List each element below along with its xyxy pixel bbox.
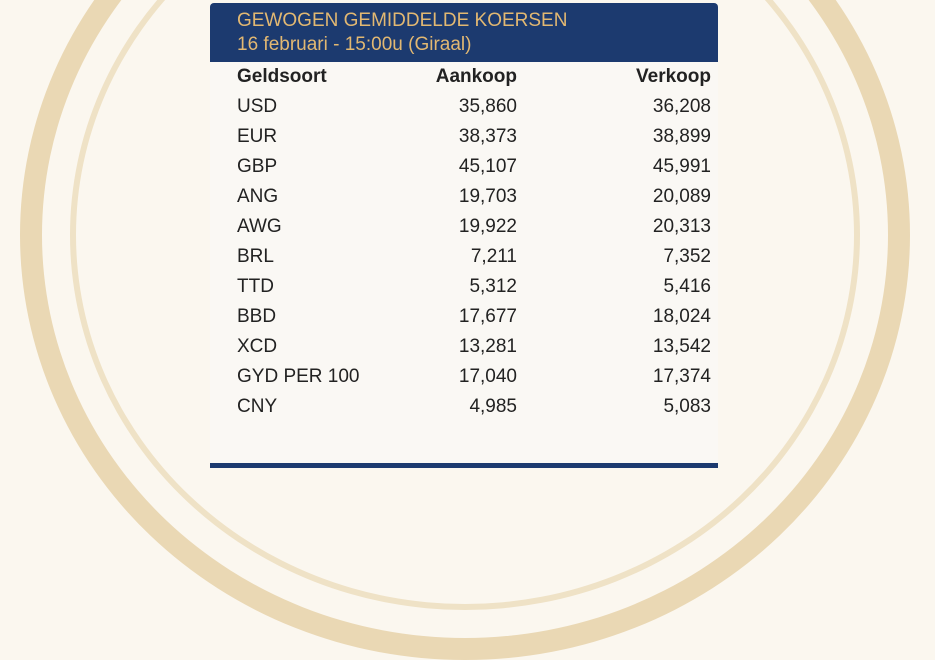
sell-cell: 20,313 bbox=[652, 216, 711, 237]
currency-cell: AWG bbox=[237, 216, 282, 237]
table-row: ANG 19,703 20,089 bbox=[237, 182, 711, 212]
table-row: EUR 38,373 38,899 bbox=[237, 122, 711, 152]
currency-cell: USD bbox=[237, 96, 278, 117]
table-row: BRL 7,211 7,352 bbox=[237, 242, 711, 272]
sell-cell: 5,083 bbox=[663, 396, 711, 417]
buy-cell: 5,312 bbox=[469, 276, 517, 297]
currency-cell: GBP bbox=[237, 156, 278, 177]
sell-cell: 20,089 bbox=[652, 186, 711, 207]
sell-cell: 18,024 bbox=[652, 306, 711, 327]
col-currency: Geldsoort bbox=[237, 66, 327, 87]
sell-cell: 13,542 bbox=[652, 336, 711, 357]
sell-cell: 45,991 bbox=[652, 156, 711, 177]
buy-cell: 35,860 bbox=[458, 96, 517, 117]
buy-cell: 7,211 bbox=[470, 246, 517, 267]
buy-cell: 19,703 bbox=[458, 186, 517, 207]
col-buy: Aankoop bbox=[435, 66, 517, 87]
rates-table: Geldsoort Aankoop Verkoop USD 35,860 36,20… bbox=[237, 62, 711, 422]
table-row: GBP 45,107 45,991 bbox=[237, 152, 711, 182]
table-row: AWG 19,922 20,313 bbox=[237, 212, 711, 242]
table-row: TTD 5,312 5,416 bbox=[237, 272, 711, 302]
currency-cell: ANG bbox=[237, 186, 279, 207]
buy-cell: 45,107 bbox=[458, 156, 517, 177]
currency-cell: EUR bbox=[237, 126, 278, 147]
currency-cell: BRL bbox=[237, 246, 274, 267]
exchange-rate-panel: GEWOGEN GEMIDDELDE KOERSEN 16 februari -… bbox=[210, 3, 718, 468]
buy-cell: 4,985 bbox=[469, 396, 517, 417]
sell-cell: 17,374 bbox=[652, 366, 711, 387]
table-header: Geldsoort Aankoop Verkoop bbox=[237, 62, 711, 92]
panel-subtitle: 16 februari - 15:00u (Giraal) bbox=[237, 34, 472, 55]
sell-cell: 38,899 bbox=[652, 126, 711, 147]
panel-header: GEWOGEN GEMIDDELDE KOERSEN 16 februari -… bbox=[210, 3, 718, 62]
currency-cell: BBD bbox=[237, 306, 277, 327]
buy-cell: 13,281 bbox=[458, 336, 517, 357]
currency-cell: XCD bbox=[237, 336, 278, 357]
table-row: XCD 13,281 13,542 bbox=[237, 332, 711, 362]
buy-cell: 19,922 bbox=[458, 216, 517, 237]
table-row: BBD 17,677 18,024 bbox=[237, 302, 711, 332]
col-sell: Verkoop bbox=[636, 66, 711, 87]
buy-cell: 17,040 bbox=[458, 366, 517, 387]
buy-cell: 38,373 bbox=[458, 126, 517, 147]
currency-cell: CNY bbox=[237, 396, 278, 417]
sell-cell: 36,208 bbox=[652, 96, 711, 117]
table-row: USD 35,860 36,208 bbox=[237, 92, 711, 122]
panel-footer-bar bbox=[210, 463, 718, 468]
buy-cell: 17,677 bbox=[458, 306, 517, 327]
sell-cell: 5,416 bbox=[663, 276, 711, 297]
table-row: GYD PER 100 17,040 17,374 bbox=[237, 362, 711, 392]
sell-cell: 7,352 bbox=[663, 246, 711, 267]
panel-title: GEWOGEN GEMIDDELDE KOERSEN bbox=[237, 10, 568, 31]
table-row: CNY 4,985 5,083 bbox=[237, 392, 711, 422]
currency-cell: TTD bbox=[237, 276, 274, 297]
currency-cell: GYD PER 100 bbox=[237, 366, 360, 387]
